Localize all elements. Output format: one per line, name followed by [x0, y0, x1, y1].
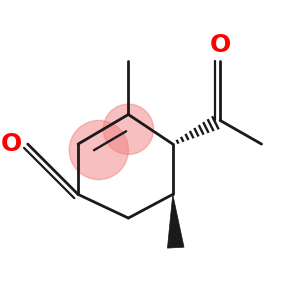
Circle shape	[69, 120, 128, 180]
Text: O: O	[209, 33, 231, 57]
Text: O: O	[1, 132, 22, 156]
Circle shape	[103, 104, 154, 154]
Polygon shape	[167, 194, 184, 248]
